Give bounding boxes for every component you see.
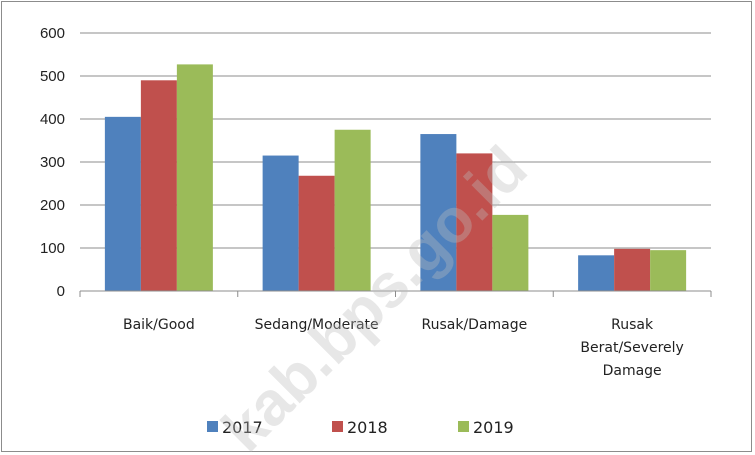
- x-category-label: Baik/Good: [123, 317, 195, 333]
- legend-swatch-2018: [332, 421, 343, 432]
- bars: [104, 64, 687, 291]
- legend-swatch-2017: [207, 421, 218, 432]
- legend-swatch-2019: [458, 421, 469, 432]
- bar-2018-4: [614, 248, 651, 291]
- legend-label-2017: 2017: [222, 418, 263, 437]
- bar-2019-4: [650, 250, 687, 291]
- y-tick-label: 500: [40, 68, 65, 85]
- y-tick-label: 400: [40, 111, 65, 128]
- x-category-label: Rusak Berat/Severely Damage: [580, 317, 683, 379]
- x-category-label: Rusak/Damage: [422, 317, 528, 333]
- y-tick-label: 600: [40, 25, 65, 42]
- x-category-label: Sedang/Moderate: [255, 317, 379, 333]
- bar-2017-2: [262, 155, 299, 291]
- legend-label-2019: 2019: [473, 418, 514, 437]
- y-tick-label: 200: [40, 197, 65, 214]
- y-tick-label: 100: [40, 240, 65, 257]
- bar-2019-1: [176, 64, 213, 291]
- y-tick-label: 300: [40, 154, 65, 171]
- bar-2019-2: [334, 129, 371, 291]
- bar-2017-3: [420, 134, 457, 291]
- bar-2017-4: [578, 255, 615, 291]
- bar-2018-3: [456, 153, 493, 291]
- legend: 2017 2018 2019: [207, 418, 514, 437]
- bar-2018-1: [140, 80, 177, 291]
- bar-2019-3: [492, 214, 529, 291]
- bar-2018-2: [298, 175, 335, 291]
- y-axis-ticks: 0 100 200 300 400 500 600: [40, 25, 65, 300]
- legend-label-2018: 2018: [347, 418, 388, 437]
- y-tick-label: 0: [57, 283, 65, 300]
- bar-2017-1: [104, 116, 141, 291]
- watermark: kab.bps.go.id: [209, 134, 540, 455]
- category-labels: Baik/Good Sedang/Moderate Rusak/Damage Rusa…: [79, 291, 712, 379]
